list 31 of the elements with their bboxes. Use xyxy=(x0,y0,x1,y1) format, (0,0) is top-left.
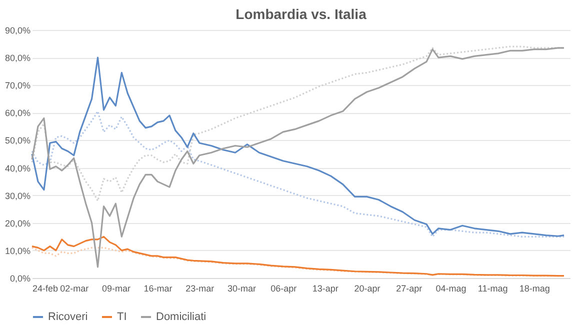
x-tick-label: 18-mag xyxy=(519,284,550,294)
x-tick-label: 02-mar xyxy=(60,284,89,294)
x-tick-label: 20-apr xyxy=(354,284,380,294)
y-tick-label: 60,0% xyxy=(4,108,30,118)
line-series xyxy=(31,56,565,237)
y-tick-label: 0,0% xyxy=(10,274,30,284)
y-tick-label: 70,0% xyxy=(4,80,30,91)
x-tick-label: 13-apr xyxy=(312,284,338,294)
y-tick-label: 80,0% xyxy=(4,53,30,64)
x-tick-label: 24-feb xyxy=(32,284,58,294)
y-tick-label: 30,0% xyxy=(4,190,30,201)
x-tick-label: 30-mar xyxy=(227,284,256,294)
x-tick-label: 11-mag xyxy=(478,284,508,294)
x-tick-label: 04-mag xyxy=(436,284,466,294)
line-series xyxy=(31,110,565,238)
y-tick-label: 10,0% xyxy=(4,246,30,256)
y-tick-label: 50,0% xyxy=(4,136,30,146)
x-tick-label: 09-mar xyxy=(102,284,130,294)
line-series xyxy=(31,47,565,268)
line-series xyxy=(31,236,565,277)
x-tick-label: 27-apr xyxy=(396,284,422,294)
y-tick-label: 90,0% xyxy=(4,26,30,36)
legend-label: Domiciliati xyxy=(156,311,206,323)
y-tick-label: 20,0% xyxy=(4,218,30,228)
x-tick-label: 23-mar xyxy=(186,284,214,294)
legend-label: Ricoveri xyxy=(48,311,88,323)
legend-label: TI xyxy=(117,311,127,323)
chart-title: Lombardia vs. Italia xyxy=(236,6,367,22)
y-tick-label: 40,0% xyxy=(4,163,30,174)
x-tick-label: 16-mar xyxy=(144,284,172,294)
x-tick-label: 06-apr xyxy=(270,284,297,294)
